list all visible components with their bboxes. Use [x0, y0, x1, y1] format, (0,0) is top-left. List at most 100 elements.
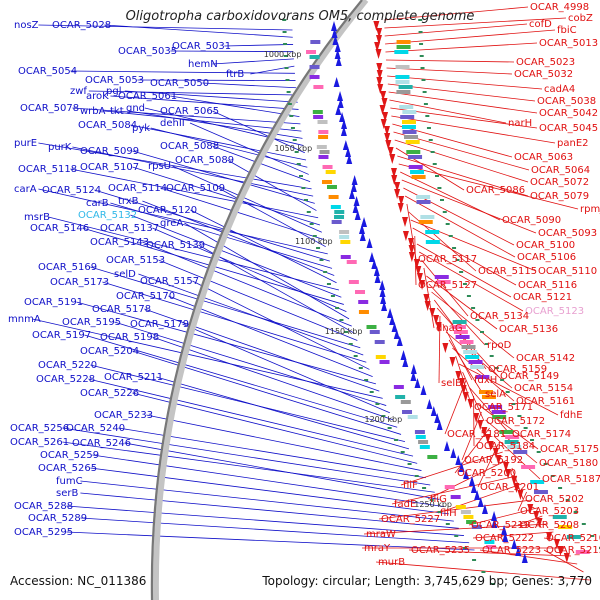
left-gene-label[interactable]: gnd [126, 103, 145, 114]
left-gene-label[interactable]: rpsU [148, 161, 171, 172]
right-gene-label[interactable]: OCAR_5045 [539, 123, 598, 134]
right-gene-label[interactable]: OCAR_5149 [500, 371, 559, 382]
left-gene-label[interactable]: OCAR_5146 [30, 223, 89, 234]
right-gene-label[interactable]: cadA4 [544, 84, 575, 95]
right-gene-label[interactable]: OCAR_5201 [480, 482, 539, 493]
right-gene-label[interactable]: OCAR_5064 [531, 165, 590, 176]
left-gene-label[interactable]: wrbA [80, 106, 106, 117]
left-gene-label[interactable]: hemN [188, 59, 218, 70]
right-gene-label[interactable]: OCAR_5181 [447, 429, 506, 440]
right-gene-label[interactable]: OCAR_5161 [516, 396, 575, 407]
right-gene-label[interactable]: OCAR_5159 [488, 364, 547, 375]
right-gene-label[interactable]: OCAR_5038 [537, 96, 596, 107]
left-gene-label[interactable]: purE [14, 138, 37, 149]
left-gene-label[interactable]: purK [48, 142, 72, 153]
left-gene-label[interactable]: OCAR_5078 [20, 103, 79, 114]
left-gene-label[interactable]: OCAR_5195 [62, 317, 121, 328]
left-gene-label[interactable]: OCAR_5114 [108, 183, 167, 194]
right-gene-label[interactable]: OCAR_5121 [513, 292, 572, 303]
left-gene-label[interactable]: mnmA [8, 314, 41, 325]
right-gene-label[interactable]: fdxH [474, 375, 497, 386]
right-gene-label[interactable]: OCAR_5187 [542, 474, 600, 485]
right-gene-label[interactable]: OCAR_5184 [476, 441, 535, 452]
right-gene-label[interactable]: OCAR_4998 [530, 2, 589, 13]
left-gene-label[interactable]: OCAR_5031 [172, 41, 231, 52]
left-gene-label[interactable]: pgl [106, 86, 121, 97]
right-gene-label[interactable]: OCAR_5117 [418, 254, 477, 265]
left-gene-label[interactable]: OCAR_5118 [18, 164, 77, 175]
left-gene-label[interactable]: OCAR_5288 [14, 501, 73, 512]
left-gene-label[interactable]: OCAR_5169 [38, 262, 97, 273]
left-gene-label[interactable]: OCAR_5178 [92, 304, 151, 315]
right-gene-label[interactable]: OCAR_5127 [418, 280, 477, 291]
left-gene-label[interactable]: OCAR_5099 [80, 146, 139, 157]
right-gene-label[interactable]: OCAR_5086 [466, 185, 525, 196]
left-gene-label[interactable]: OCAR_5259 [40, 450, 99, 461]
right-gene-label[interactable]: dnaG [436, 323, 463, 334]
right-gene-label[interactable]: murB [378, 557, 405, 568]
right-gene-label[interactable]: OCAR_5079 [530, 191, 589, 202]
left-gene-label[interactable]: OCAR_5061 [118, 91, 177, 102]
right-gene-label[interactable]: OCAR_5042 [539, 108, 598, 119]
right-gene-label[interactable]: OCAR_5222 [475, 533, 534, 544]
left-gene-label[interactable]: greA [160, 218, 183, 229]
left-gene-label[interactable]: OCAR_5246 [72, 438, 131, 449]
left-gene-label[interactable]: OCAR_5179 [130, 319, 189, 330]
right-gene-label[interactable]: OCAR_5110 [538, 266, 597, 277]
left-gene-label[interactable]: OCAR_5157 [140, 276, 199, 287]
left-gene-label[interactable]: dehII [160, 118, 185, 129]
left-gene-label[interactable]: OCAR_5233 [94, 410, 153, 421]
left-gene-label[interactable]: OCAR_5035 [118, 46, 177, 57]
right-gene-label[interactable]: rpoD [487, 340, 512, 351]
left-gene-label[interactable]: OCAR_5053 [85, 75, 144, 86]
left-gene-label[interactable]: OCAR_5211 [104, 372, 163, 383]
left-gene-label[interactable]: OCAR_5170 [116, 291, 175, 302]
left-gene-label[interactable]: OCAR_5065 [160, 106, 219, 117]
right-gene-label[interactable]: panE2 [557, 138, 589, 149]
right-gene-label[interactable]: mraW [366, 529, 396, 540]
right-gene-label[interactable]: OCAR_5093 [538, 228, 597, 239]
right-gene-label[interactable]: fbiC [557, 25, 577, 36]
right-gene-label[interactable]: OCAR_5171 [474, 402, 533, 413]
left-gene-label[interactable]: fumC [56, 476, 83, 487]
left-gene-label[interactable]: OCAR_5088 [160, 141, 219, 152]
left-gene-label[interactable]: OCAR_5137 [100, 223, 159, 234]
right-gene-label[interactable]: selA [485, 389, 506, 400]
right-gene-label[interactable]: OCAR_5115 [478, 266, 537, 277]
left-gene-label[interactable]: zwf [70, 86, 87, 97]
right-gene-label[interactable]: OCAR_5154 [514, 383, 573, 394]
right-gene-label[interactable]: OCAR_5023 [516, 57, 575, 68]
right-gene-label[interactable]: OCAR_5235 [411, 545, 470, 556]
left-gene-label[interactable]: OCAR_5295 [14, 527, 73, 538]
right-gene-label[interactable]: OCAR_5174 [512, 429, 571, 440]
right-gene-label[interactable]: narH [508, 118, 532, 129]
left-gene-label[interactable]: OCAR_5204 [80, 346, 139, 357]
left-gene-label[interactable]: nosZ [14, 20, 39, 31]
left-gene-label[interactable]: trxB [118, 196, 139, 207]
left-gene-label[interactable]: OCAR_5050 [150, 78, 209, 89]
right-gene-label[interactable]: OCAR_5142 [516, 353, 575, 364]
right-gene-label[interactable]: OCAR_5134 [470, 311, 529, 322]
left-gene-label[interactable]: OCAR_5124 [42, 185, 101, 196]
right-gene-label[interactable]: selB [441, 378, 462, 389]
right-gene-label[interactable]: OCAR_5116 [518, 280, 577, 291]
left-gene-label[interactable]: carB [86, 198, 109, 209]
left-gene-label[interactable]: aroK [86, 91, 109, 102]
left-gene-label[interactable]: msrB [24, 212, 50, 223]
right-gene-label[interactable]: OCAR_5219 [471, 520, 530, 531]
right-gene-label[interactable]: fadE [394, 499, 416, 510]
right-gene-label[interactable]: fdhE [560, 410, 583, 421]
right-gene-label[interactable]: OCAR_5013 [539, 38, 598, 49]
right-gene-label[interactable]: fliF [403, 480, 418, 491]
right-gene-label[interactable]: OCAR_5203 [520, 506, 579, 517]
right-gene-label[interactable]: OCAR_5180 [539, 458, 598, 469]
right-gene-label[interactable]: OCAR_5136 [499, 324, 558, 335]
right-gene-label[interactable]: OCAR_5202 [525, 494, 584, 505]
left-gene-label[interactable]: OCAR_5143 [90, 237, 149, 248]
left-gene-label[interactable]: pyk [132, 123, 150, 134]
right-gene-label[interactable]: OCAR_5123 [525, 306, 584, 317]
left-gene-label[interactable]: OCAR_5240 [66, 423, 125, 434]
left-gene-label[interactable]: OCAR_5289 [28, 513, 87, 524]
left-gene-label[interactable]: OCAR_5109 [166, 183, 225, 194]
left-gene-label[interactable]: OCAR_5084 [78, 120, 137, 131]
